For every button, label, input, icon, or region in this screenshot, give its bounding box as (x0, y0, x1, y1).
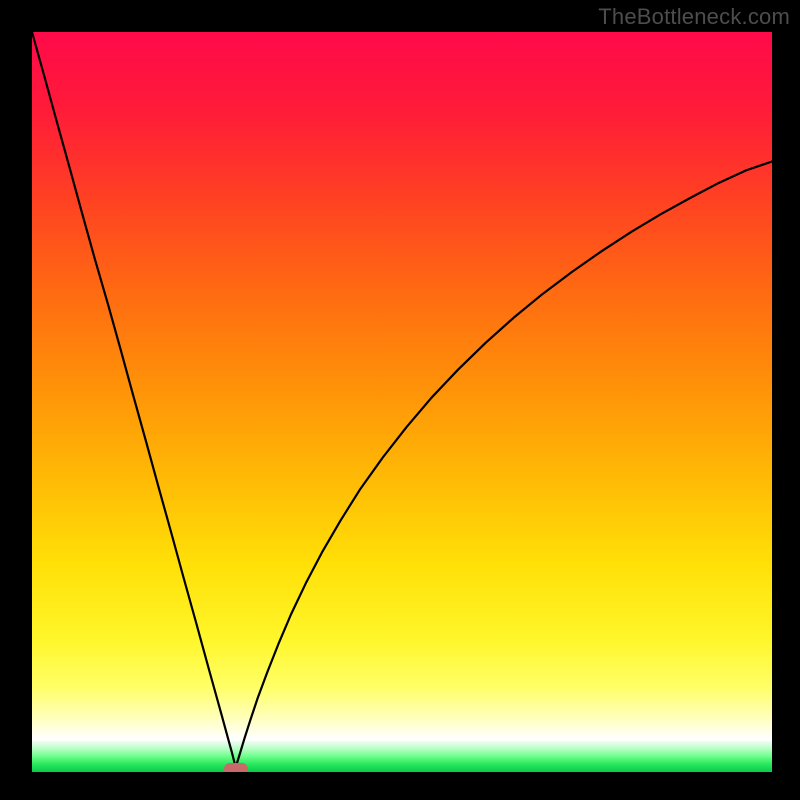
plot-area (32, 32, 772, 772)
minimum-marker (224, 763, 248, 772)
watermark-text: TheBottleneck.com (598, 4, 790, 30)
bottleneck-curve-svg (32, 32, 772, 772)
bottleneck-curve (32, 32, 772, 767)
